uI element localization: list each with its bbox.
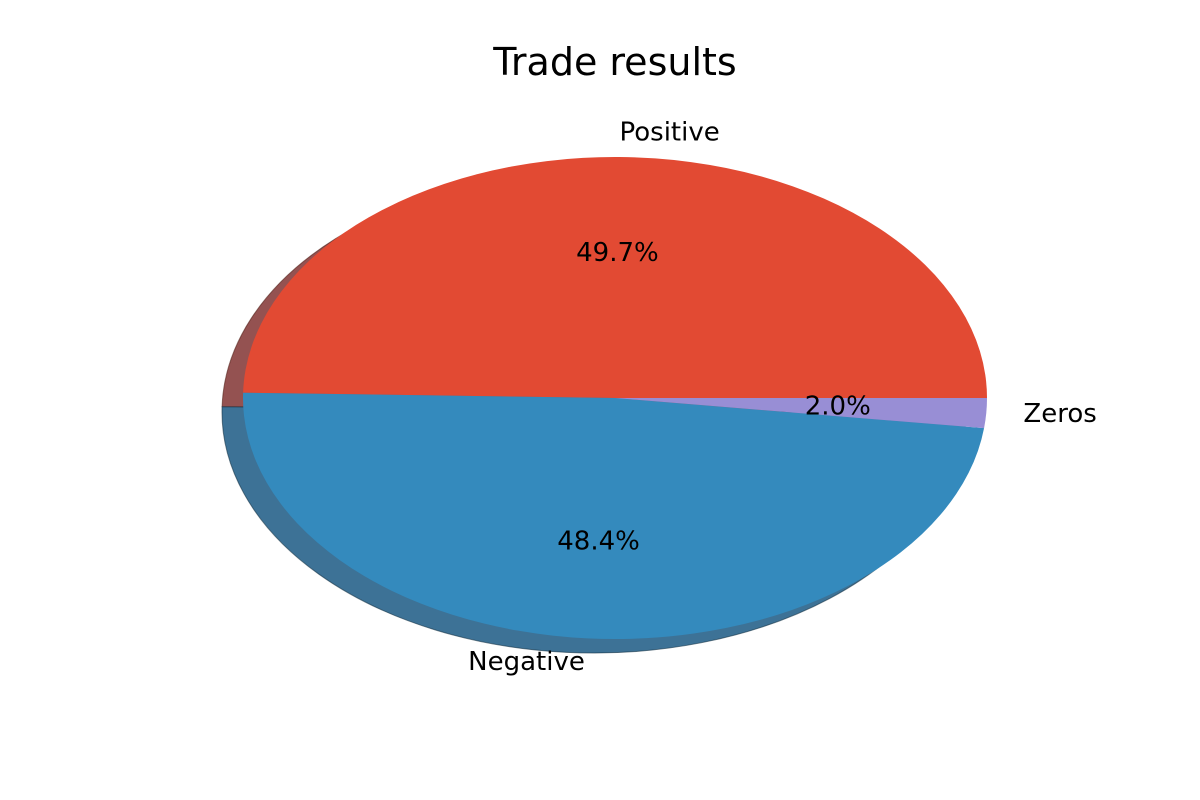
pie-slice-zeros [615,398,987,429]
pie-slice-negative [243,392,985,639]
pct-label-positive: 49.7% [576,238,659,268]
slice-label-negative: Negative [468,647,585,677]
pie-slice-layer [243,156,987,639]
pct-label-zeros: 2.0% [805,392,871,422]
slice-label-zeros: Zeros [1023,399,1096,429]
pie-label-layer: Positive 49.7% Negative 48.4% Zeros 2.0% [468,117,1097,676]
slice-label-positive: Positive [619,117,719,147]
pct-label-negative: 48.4% [557,527,640,557]
pie-slice-positive [243,156,987,398]
chart-title: Trade results [493,40,737,84]
